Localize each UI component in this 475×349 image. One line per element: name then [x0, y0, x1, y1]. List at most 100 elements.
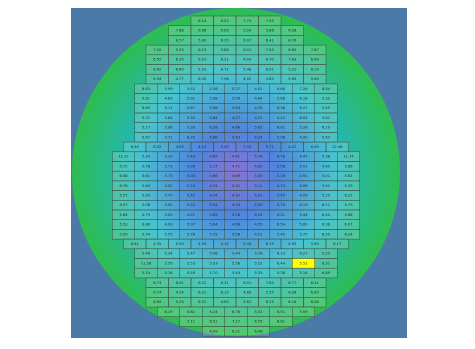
die-cell: 4.91 — [292, 170, 315, 182]
die-cell-value: 5.68 — [277, 96, 286, 100]
die-cell: 4.35 — [145, 238, 169, 250]
die-cell: 5.54 — [134, 229, 158, 240]
die-cell-value: 5.64 — [142, 184, 151, 188]
die-cell-value: 4.99 — [299, 184, 308, 188]
die-cell-value: 6.55 — [153, 58, 161, 62]
die-cell: 5.19 — [134, 267, 158, 279]
die-cell-value: 6.77 — [288, 281, 296, 285]
die-cell: 5.32 — [179, 112, 203, 123]
die-cell: 6.07 — [235, 35, 259, 46]
die-cell-value: 5.81 — [142, 96, 150, 100]
die-cell-value: 7.96 — [221, 77, 230, 81]
die-cell-value: 4.97 — [119, 203, 127, 207]
die-cell-value: 4.79 — [142, 213, 151, 217]
die-cell: 5.33 — [134, 151, 158, 162]
die-cell-value: 5.24 — [254, 213, 263, 217]
die-cell: 5.38 — [314, 151, 338, 162]
die-cell-value: 4.24 — [209, 310, 218, 314]
die-cell-value: 5.52 — [187, 203, 195, 207]
die-cell-value: 5.84 — [164, 116, 173, 120]
die-cell: 6.31 — [190, 297, 214, 308]
die-cell-value: 5.69 — [311, 242, 320, 246]
die-cell-value: 6.08 — [288, 290, 297, 294]
die-cell: 7.11 — [179, 316, 203, 327]
die-cell: 4.90 — [292, 132, 315, 143]
die-cell-value: 6.09 — [209, 329, 218, 333]
die-cell-value: 5.89 — [299, 223, 308, 227]
die-cell: 4.01 — [247, 83, 270, 94]
die-cell: 6.78 — [112, 180, 135, 191]
die-cell: 6.41 — [258, 35, 282, 46]
die-cell-value: 5.59 — [254, 203, 263, 207]
die-cell: 5.45 — [314, 103, 338, 114]
die-cell-value: 5.37 — [142, 116, 150, 120]
die-cell-value: 5.52 — [299, 261, 307, 265]
die-cell-value: 6.89 — [221, 29, 230, 33]
die-cell-value: 4.64 — [254, 96, 263, 100]
die-cell: 4.77 — [168, 73, 192, 85]
die-cell: 4.68 — [224, 219, 248, 230]
die-cell: 5.70 — [202, 267, 225, 279]
die-cell: 5.43 — [179, 151, 203, 162]
die-cell: 8.14 — [190, 15, 214, 26]
die-cell: 5.76 — [179, 229, 203, 240]
die-cell-value: 5.97 — [187, 223, 195, 227]
die-cell-box — [247, 326, 270, 337]
die-cell-value: 6.08 — [288, 29, 297, 33]
die-cell-value: 6.61 — [131, 242, 139, 246]
die-cell: 6.15 — [258, 238, 282, 250]
die-cell-value: 6.25 — [344, 193, 352, 197]
die-cell: 5.80 — [202, 132, 225, 143]
die-cell-value: 5.45 — [322, 106, 330, 110]
die-cell: 4.51 — [292, 161, 315, 172]
die-cell-value: 5.45 — [221, 145, 229, 149]
die-cell: 5.48 — [235, 64, 259, 75]
die-cell: 5.52 — [179, 200, 203, 211]
die-cell-value: 5.50 — [142, 193, 151, 197]
die-cell: 5.45 — [269, 190, 293, 201]
die-cell: 5.61 — [134, 170, 158, 182]
die-cell: 5.81 — [134, 93, 158, 104]
die-cell: 6.22 — [190, 287, 214, 298]
die-cell: 6.35 — [190, 73, 214, 85]
die-cell: 5.69 — [280, 73, 304, 85]
die-cell-value: 6.07 — [344, 223, 352, 227]
die-cell: 6.08 — [280, 25, 304, 36]
die-cell-value: 5.54 — [232, 203, 241, 207]
die-cell: 5.63 — [314, 132, 338, 143]
die-cell: 4.27 — [224, 112, 248, 123]
die-cell: 7.63 — [280, 54, 304, 65]
die-cell: 5.06 — [202, 248, 225, 259]
die-cell: 5.47 — [179, 248, 203, 259]
die-cell-value: 5.55 — [164, 232, 172, 236]
die-cell-value: 6.27 — [299, 106, 307, 110]
die-cell: 4.55 — [247, 103, 270, 114]
die-cell: 11.74 — [337, 151, 360, 162]
die-cell: 5.37 — [134, 112, 158, 123]
die-cell-value: 5.44 — [299, 213, 308, 217]
die-cell-value: 4.66 — [232, 126, 241, 130]
die-cell: 6.55 — [314, 229, 338, 240]
die-cell-value: 4.92 — [243, 77, 251, 81]
die-cell: 6.19 — [190, 44, 214, 56]
die-cell: 5.55 — [168, 44, 192, 56]
die-cell: 5.86 — [337, 161, 360, 172]
die-cell-value: 5.16 — [277, 174, 286, 178]
die-cell-value: 5.51 — [254, 261, 262, 265]
die-cell-value: 5.70 — [209, 271, 218, 275]
die-cell-value: 12.46 — [332, 145, 343, 149]
die-cell: 5.52 — [157, 180, 180, 191]
die-cell-value: 6.51 — [277, 310, 285, 314]
die-cell-box — [292, 306, 315, 317]
die-cell-value: 5.33 — [187, 126, 195, 130]
die-cell-value: 5.35 — [254, 271, 262, 275]
die-cell-value: 5.55 — [164, 203, 172, 207]
die-cell: 5.56 — [224, 258, 248, 269]
die-cell-value: 5.06 — [209, 252, 218, 256]
die-cell: 6.21 — [269, 209, 293, 220]
die-cell: 7.55 — [258, 15, 282, 26]
die-cell: 6.21 — [213, 54, 237, 65]
die-cell-value: 5.08 — [164, 126, 173, 130]
die-cell-value: 4.51 — [254, 232, 262, 236]
